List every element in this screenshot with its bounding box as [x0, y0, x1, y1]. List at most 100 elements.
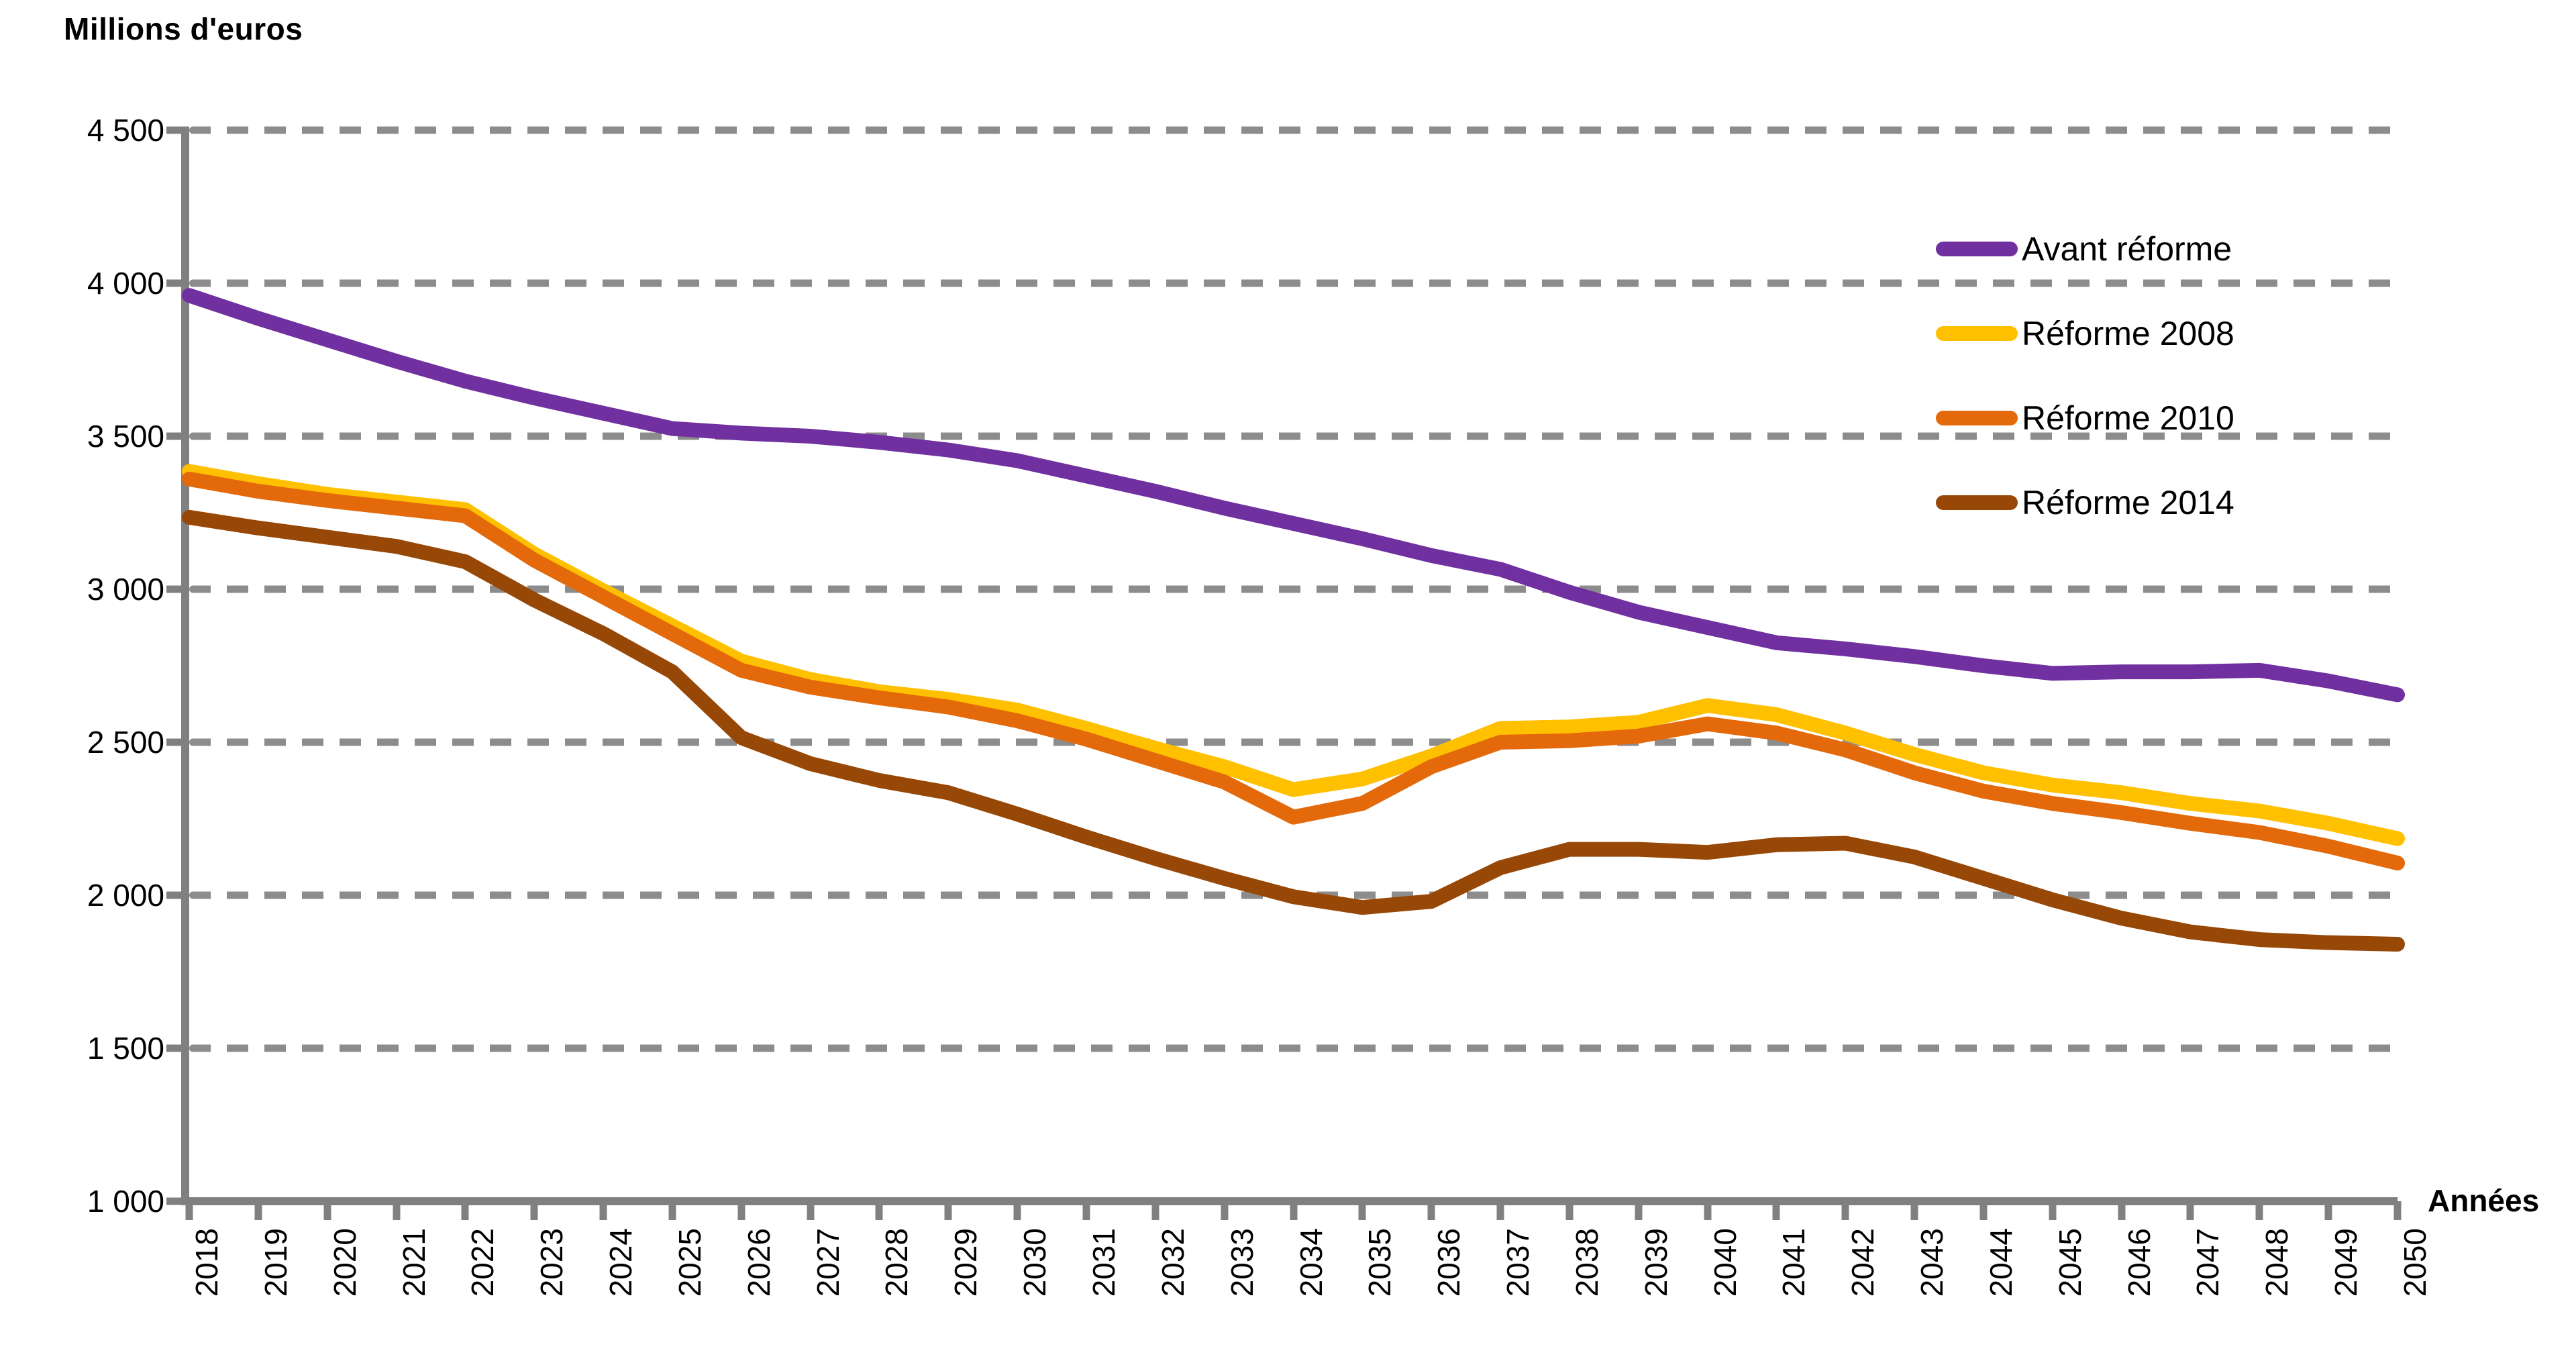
gridline [189, 432, 2398, 440]
x-tick-label: 2040 [1707, 1228, 1743, 1297]
x-tick-mark [461, 1201, 469, 1220]
x-tick-mark [1082, 1201, 1090, 1220]
x-tick-label: 2042 [1845, 1228, 1881, 1297]
y-tick-mark [166, 432, 189, 440]
gridline [189, 279, 2398, 287]
x-tick-label: 2039 [1638, 1228, 1673, 1297]
y-tick-label: 2 000 [87, 878, 164, 913]
x-tick-mark [1910, 1201, 1918, 1220]
legend-label: Réforme 2008 [2022, 315, 2234, 352]
x-tick-mark [1979, 1201, 1988, 1220]
x-tick-mark [393, 1201, 401, 1220]
x-tick-mark [1290, 1201, 1297, 1220]
x-tick-mark [1635, 1201, 1643, 1220]
y-tick-label: 3 000 [87, 572, 164, 607]
x-tick-mark [599, 1201, 607, 1220]
x-tick-label: 2047 [2190, 1228, 2226, 1297]
x-tick-label: 2034 [1293, 1228, 1329, 1297]
x-tick-mark [323, 1201, 331, 1220]
x-tick-mark [1151, 1201, 1160, 1220]
legend-color-swatch [1936, 242, 2018, 256]
x-tick-mark [1704, 1201, 1712, 1220]
x-tick-label: 2024 [603, 1228, 639, 1297]
y-axis-title: Millions d'euros [64, 11, 303, 46]
x-tick-label: 2036 [1431, 1228, 1467, 1297]
y-tick-mark [166, 1044, 189, 1052]
y-tick-mark [166, 1197, 189, 1205]
x-tick-mark [1221, 1201, 1229, 1220]
x-tick-mark [668, 1201, 676, 1220]
x-tick-mark [1013, 1201, 1021, 1220]
y-tick-mark [166, 738, 189, 746]
series-line [182, 471, 2405, 871]
x-tick-label: 2023 [534, 1228, 570, 1297]
x-tick-mark [2186, 1201, 2194, 1220]
x-tick-mark [2049, 1201, 2057, 1220]
x-tick-label: 2020 [327, 1228, 362, 1297]
legend-color-swatch [1936, 495, 2018, 510]
x-tick-label: 2044 [1983, 1228, 2018, 1297]
legend-entry[interactable]: Réforme 2008 [1936, 291, 2234, 376]
x-tick-mark [254, 1201, 262, 1220]
x-tick-mark [1496, 1201, 1504, 1220]
legend-label: Réforme 2010 [2022, 399, 2234, 437]
x-tick-mark [1841, 1201, 1849, 1220]
y-tick-mark [166, 279, 189, 287]
legend: Avant réforme Réforme 2008 Réforme 2010 Réf… [1936, 207, 2234, 545]
x-tick-mark [2255, 1201, 2263, 1220]
x-tick-label: 2032 [1155, 1228, 1190, 1297]
x-tick-mark [807, 1201, 815, 1220]
x-tick-label: 2026 [741, 1228, 776, 1297]
x-tick-label: 2031 [1086, 1228, 1121, 1297]
x-tick-mark [2118, 1201, 2126, 1220]
x-tick-label: 2030 [1017, 1228, 1053, 1297]
x-tick-label: 2035 [1362, 1228, 1398, 1297]
x-tick-label: 2029 [948, 1228, 984, 1297]
y-tick-label: 4 500 [87, 113, 164, 148]
legend-entry[interactable]: Réforme 2014 [1936, 460, 2234, 545]
legend-label: Réforme 2014 [2022, 484, 2234, 521]
x-tick-label: 2046 [2121, 1228, 2157, 1297]
x-tick-mark [185, 1201, 193, 1220]
legend-color-swatch [1936, 411, 2018, 425]
y-tick-label: 1 500 [87, 1031, 164, 1066]
legend-color-swatch [1936, 326, 2018, 341]
plot-area [182, 130, 2405, 1201]
x-tick-label: 2028 [879, 1228, 915, 1297]
y-tick-label: 3 500 [87, 419, 164, 454]
x-tick-mark [2324, 1201, 2332, 1220]
x-tick-mark [1427, 1201, 1435, 1220]
x-tick-label: 2048 [2259, 1228, 2295, 1297]
legend-entry[interactable]: Avant réforme [1936, 207, 2234, 291]
x-tick-label: 2027 [810, 1228, 845, 1297]
x-tick-mark [944, 1201, 952, 1220]
gridline [189, 585, 2398, 593]
x-tick-label: 2049 [2328, 1228, 2364, 1297]
x-tick-label: 2050 [2398, 1228, 2432, 1297]
y-tick-label: 2 500 [87, 725, 164, 760]
y-axis-line [181, 130, 189, 1205]
x-axis-title: Années [2428, 1183, 2540, 1218]
x-tick-mark [2393, 1201, 2402, 1220]
x-tick-mark [875, 1201, 883, 1220]
x-tick-label: 2043 [1914, 1228, 1950, 1297]
x-tick-label: 2033 [1224, 1228, 1259, 1297]
gridline [189, 738, 2398, 746]
x-tick-label: 2018 [189, 1228, 224, 1297]
series-lines [182, 288, 2405, 952]
x-tick-label: 2021 [396, 1228, 431, 1297]
gridline [189, 1044, 2398, 1052]
x-tick-label: 2041 [1776, 1228, 1812, 1297]
x-tick-label: 2025 [672, 1228, 707, 1297]
legend-entry[interactable]: Réforme 2010 [1936, 376, 2234, 460]
x-tick-label: 2022 [465, 1228, 501, 1297]
y-tick-mark [166, 585, 189, 593]
x-tick-label: 2038 [1569, 1228, 1604, 1297]
x-tick-mark [1565, 1201, 1574, 1220]
y-tick-mark [166, 891, 189, 899]
x-tick-mark [1772, 1201, 1780, 1220]
gridline [189, 126, 2398, 134]
x-tick-label: 2019 [258, 1228, 293, 1297]
series-line [182, 288, 2405, 703]
